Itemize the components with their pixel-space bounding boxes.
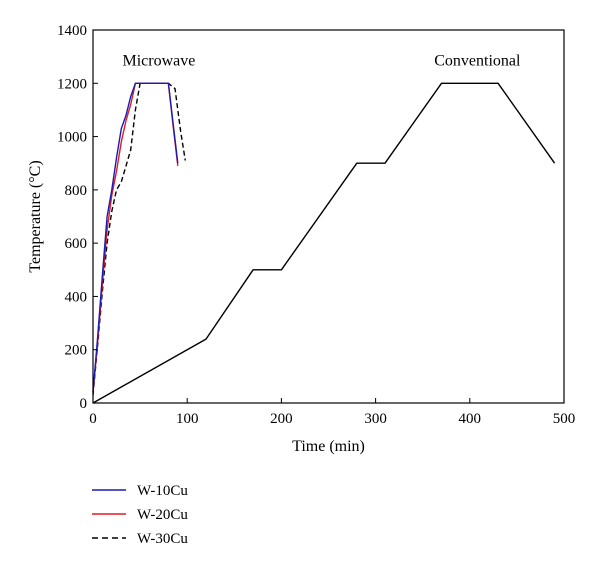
x-tick-label: 100 [176, 411, 199, 427]
x-tick-label: 0 [89, 411, 97, 427]
series-layer [92, 82, 556, 404]
y-tick-label: 200 [65, 343, 88, 359]
legend-label: W-20Cu [137, 507, 188, 523]
y-tick-label: 400 [65, 289, 88, 305]
y-tick-label: 1400 [57, 23, 87, 39]
legend: W-10Cu W-20Cu W-30Cu [92, 483, 188, 547]
x-tick-label: 300 [364, 411, 387, 427]
annotations: Microwave Conventional [123, 52, 521, 69]
x-axis-title: Time (min) [292, 438, 365, 455]
annotation-microwave: Microwave [123, 52, 196, 69]
x-tick-label: 500 [553, 411, 576, 427]
series-line-w-30cu [92, 82, 186, 396]
axis-ticks: 0 100 200 300 400 500 0 200 400 600 800 1000 1200 140… [57, 23, 575, 427]
plot-frame [92, 29, 565, 404]
series-line-conventional [92, 82, 556, 404]
legend-label: W-10Cu [137, 483, 188, 499]
annotation-conventional: Conventional [434, 52, 521, 69]
y-axis-title: Temperature (°C) [27, 160, 44, 272]
y-tick-label: 0 [80, 396, 88, 412]
y-tick-label: 1200 [57, 76, 87, 92]
series-line-w-10cu [92, 82, 179, 393]
y-tick-label: 1000 [57, 130, 87, 146]
x-tick-label: 400 [459, 411, 482, 427]
legend-label: W-30Cu [137, 531, 188, 547]
y-tick-label: 600 [65, 236, 88, 252]
x-tick-label: 200 [270, 411, 293, 427]
y-tick-label: 800 [65, 183, 88, 199]
